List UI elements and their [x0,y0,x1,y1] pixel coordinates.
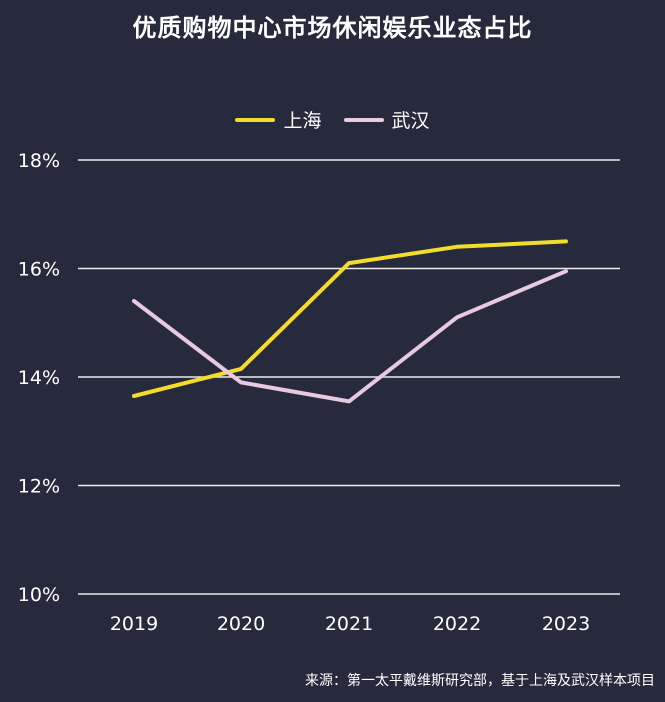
y-tick-label: 14% [18,367,60,389]
x-tick-label: 2019 [110,613,158,635]
x-axis: 2019 2020 2021 2022 2023 [110,613,590,635]
y-axis: 10% 12% 14% 16% 18% [18,150,60,606]
y-tick-label: 10% [18,584,60,606]
y-tick-label: 12% [18,476,60,498]
legend-swatch-shanghai [235,117,276,122]
chart-title: 优质购物中心市场休闲娱乐业态占比 [132,14,533,42]
legend-item-shanghai: 上海 [235,106,322,133]
x-tick-label: 2022 [433,613,481,635]
legend-label-wuhan: 武汉 [391,110,430,132]
legend-item-wuhan: 武汉 [343,106,430,133]
y-tick-label: 16% [18,259,60,281]
series-lines [132,239,568,404]
x-tick-label: 2020 [217,613,265,635]
y-tick-label: 18% [18,150,60,172]
series-line-shanghai [132,239,568,398]
source-note: 来源：第一太平戴维斯研究部，基于上海及武汉样本项目 [305,673,655,689]
legend-label-shanghai: 上海 [283,110,322,132]
legend: 上海 武汉 [0,106,665,133]
grid-lines [78,159,620,595]
legend-swatch-wuhan [343,117,384,122]
series-line-wuhan [132,269,568,404]
x-tick-label: 2023 [542,613,590,635]
x-tick-label: 2021 [325,613,373,635]
